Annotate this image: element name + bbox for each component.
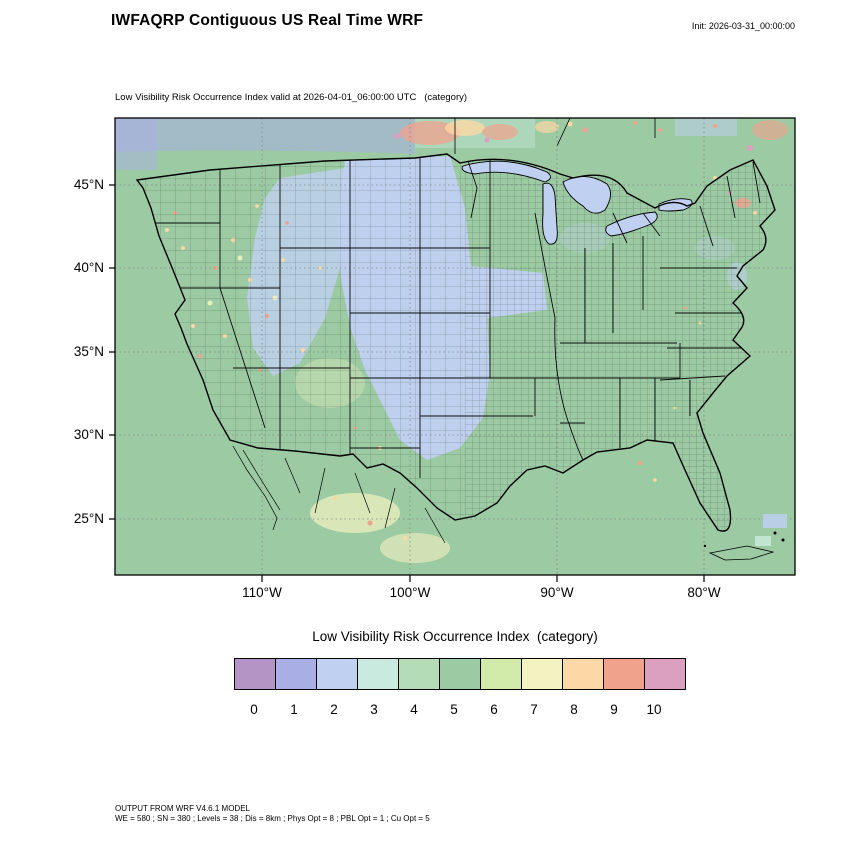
colorbar-cell-9 bbox=[603, 659, 644, 689]
colorbar-cell-1 bbox=[275, 659, 316, 689]
great-lakes bbox=[461, 160, 693, 245]
colorbar-label-4: 4 bbox=[410, 702, 418, 717]
colorbar-cell-2 bbox=[316, 659, 357, 689]
colorbar-cell-4 bbox=[398, 659, 439, 689]
plot-area bbox=[115, 118, 795, 575]
x-tick-110w: 110°W bbox=[242, 585, 282, 600]
y-tick-25n: 25°N bbox=[73, 511, 104, 526]
y-tick-30n: 30°N bbox=[73, 427, 104, 442]
x-tick-80w: 80°W bbox=[687, 585, 721, 600]
colorbar-label-10: 10 bbox=[646, 702, 662, 717]
model-info: OUTPUT FROM WRF V4.6.1 MODEL WE = 580 ; … bbox=[115, 804, 430, 824]
us-map-plot bbox=[109, 117, 796, 582]
axis-ticks bbox=[109, 184, 705, 582]
colorbar-cell-7 bbox=[521, 659, 562, 689]
colorbar bbox=[234, 658, 686, 690]
colorbar-cell-8 bbox=[562, 659, 603, 689]
y-tick-35n: 35°N bbox=[73, 344, 104, 359]
us-outline bbox=[135, 153, 776, 532]
islands-and-atlantic bbox=[703, 514, 787, 561]
y-tick-40n: 40°N bbox=[73, 260, 104, 275]
colorbar-label-5: 5 bbox=[450, 702, 458, 717]
colorbar-cell-3 bbox=[357, 659, 398, 689]
colorbar-label-2: 2 bbox=[330, 702, 338, 717]
colorbar-title: Low Visibility Risk Occurrence Index (ca… bbox=[312, 629, 598, 644]
model-info-line1: OUTPUT FROM WRF V4.6.1 MODEL bbox=[115, 804, 250, 813]
model-info-line2: WE = 580 ; SN = 380 ; Levels = 38 ; Dis … bbox=[115, 814, 430, 823]
colorbar-label-7: 7 bbox=[530, 702, 538, 717]
figure-title: IWFAQRP Contiguous US Real Time WRF bbox=[111, 12, 424, 29]
init-timestamp: Init: 2026-03-31_00:00:00 bbox=[691, 21, 795, 31]
state-borders bbox=[145, 156, 761, 478]
x-tick-100w: 100°W bbox=[389, 585, 431, 600]
plot-frame bbox=[114, 117, 796, 576]
y-tick-45n: 45°N bbox=[73, 177, 104, 192]
colorbar-label-9: 9 bbox=[610, 702, 618, 717]
canada-region bbox=[115, 118, 788, 170]
colorbar-label-3: 3 bbox=[370, 702, 378, 717]
mexico-region bbox=[232, 445, 450, 563]
colorbar-label-8: 8 bbox=[570, 702, 578, 717]
colorbar-label-1: 1 bbox=[290, 702, 298, 717]
colorbar-labels: 0 1 2 3 4 5 6 7 8 9 10 bbox=[234, 702, 674, 717]
colorbar-cell-10 bbox=[644, 659, 685, 689]
colorbar-cell-5 bbox=[439, 659, 480, 689]
colorbar-cell-6 bbox=[480, 659, 521, 689]
plot-subtitle: Low Visibility Risk Occurrence Index val… bbox=[115, 92, 468, 103]
x-tick-90w: 90°W bbox=[540, 585, 574, 600]
colorbar-cell-0 bbox=[235, 659, 275, 689]
colorbar-label-6: 6 bbox=[490, 702, 498, 717]
colorbar-label-0: 0 bbox=[250, 702, 258, 717]
